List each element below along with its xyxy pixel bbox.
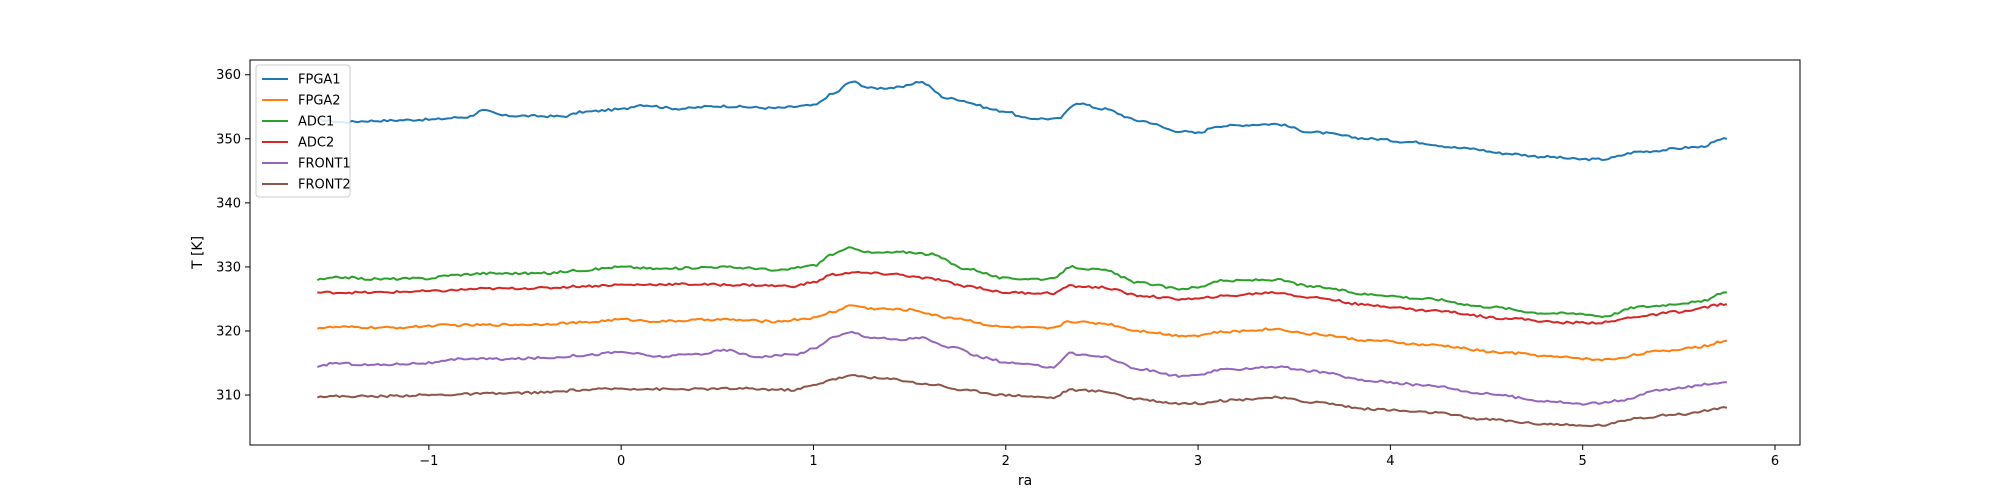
y-tick-label: 340 <box>216 196 241 211</box>
y-tick-label: 330 <box>216 260 241 275</box>
x-tick-label: 2 <box>1002 454 1010 469</box>
y-axis-label: T [K] <box>190 236 206 270</box>
legend-label-adc1: ADC1 <box>298 115 334 130</box>
legend: FPGA1 FPGA2 ADC1 ADC2 FRONT1 FRONT2 <box>255 64 351 198</box>
legend-label-adc2: ADC2 <box>298 136 334 151</box>
x-tick-label: 1 <box>809 454 817 469</box>
series-line-front1 <box>317 330 1727 406</box>
y-tick-label: 320 <box>216 324 241 339</box>
x-axis-ticks: −1 0 1 2 3 4 5 6 <box>419 445 1779 469</box>
legend-label-front2: FRONT2 <box>298 178 351 193</box>
series-layer <box>316 80 1728 428</box>
legend-label-fpga1: FPGA1 <box>298 73 341 88</box>
y-tick-label: 360 <box>216 68 241 83</box>
plot-area <box>250 60 1800 445</box>
x-tick-label: 5 <box>1579 454 1587 469</box>
legend-label-fpga2: FPGA2 <box>298 94 341 109</box>
x-axis-label: ra <box>1018 473 1032 489</box>
axes-frame <box>249 59 1801 446</box>
series-line-front2 <box>317 374 1728 428</box>
series-line-adc2 <box>317 270 1728 325</box>
series-line-fpga2 <box>317 304 1728 362</box>
x-tick-label: 6 <box>1771 454 1779 469</box>
series-line-fpga1 <box>317 80 1728 162</box>
series-line-adc1 <box>316 246 1727 318</box>
x-tick-label: 0 <box>617 454 625 469</box>
x-tick-label: −1 <box>419 454 438 469</box>
y-tick-label: 350 <box>216 132 241 147</box>
x-tick-label: 4 <box>1386 454 1394 469</box>
y-tick-label: 310 <box>216 389 241 404</box>
legend-label-front1: FRONT1 <box>298 157 351 172</box>
y-axis-ticks: 310 320 330 340 350 360 <box>216 68 250 404</box>
x-tick-label: 3 <box>1194 454 1202 469</box>
